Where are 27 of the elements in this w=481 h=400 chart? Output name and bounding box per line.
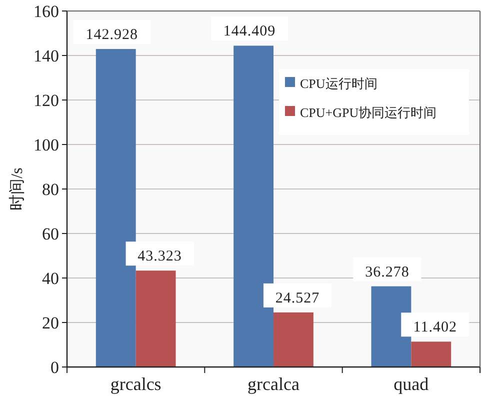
data-label: 43.323 <box>138 248 182 265</box>
y-tick-label: 60 <box>42 224 59 244</box>
y-tick-label: 100 <box>34 136 59 154</box>
x-tick-label: quad <box>394 374 429 394</box>
bar <box>234 46 274 367</box>
y-tick-label: 160 <box>34 2 59 21</box>
legend-label: CPU运行时间 <box>300 76 378 91</box>
x-tick-label: grcalcs <box>110 374 162 394</box>
y-tick-label: 140 <box>34 46 59 66</box>
y-tick-label: 20 <box>42 314 59 332</box>
bar <box>411 342 452 367</box>
bar <box>274 312 314 367</box>
data-label: 142.928 <box>86 26 138 43</box>
x-tick-label: grcalca <box>248 374 300 394</box>
data-label: 11.402 <box>413 320 457 336</box>
y-axis-title: 时间/s <box>8 168 26 210</box>
bar <box>371 286 412 367</box>
y-tick-label: 80 <box>42 180 59 199</box>
bar <box>136 270 176 367</box>
data-label: 144.409 <box>223 24 276 40</box>
data-label: 36.278 <box>365 264 410 280</box>
data-label: 24.527 <box>275 290 320 306</box>
legend-label: CPU+GPU协同运行时间 <box>300 105 437 120</box>
y-tick-label: 40 <box>42 269 59 288</box>
y-tick-label: 0 <box>50 358 59 377</box>
y-tick-label: 120 <box>34 91 59 110</box>
bar <box>96 48 136 367</box>
